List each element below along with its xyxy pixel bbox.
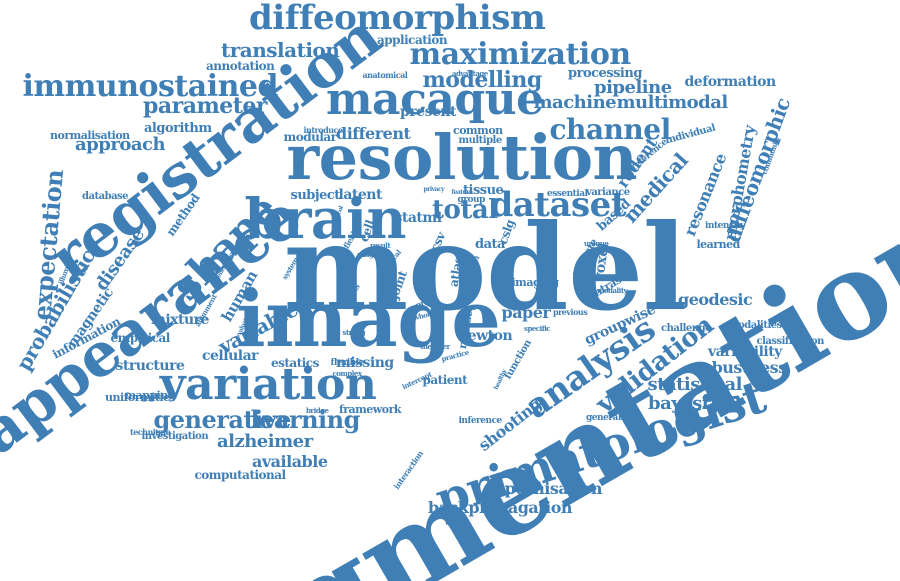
- word-different: different: [336, 124, 411, 143]
- word-inference: inference: [458, 415, 503, 426]
- word-mapping: mapping: [124, 388, 176, 402]
- word-structure: structure: [115, 358, 185, 374]
- word-essential: essential: [547, 188, 588, 199]
- word-channel: channel: [549, 113, 672, 146]
- word-maximization: maximization: [409, 37, 632, 72]
- word-macaque: macaque: [326, 74, 544, 125]
- word-variance: variance: [586, 187, 630, 198]
- word-image: image: [236, 274, 501, 365]
- word-model: model: [283, 198, 688, 337]
- word-algorithm: algorithm: [144, 120, 212, 136]
- word-patient: patient: [422, 373, 468, 387]
- word-database: database: [82, 191, 129, 202]
- word-bridge: bridge: [306, 405, 329, 415]
- word-classification: classification: [756, 336, 825, 347]
- word-result: result: [370, 240, 391, 250]
- word-complex: complex: [332, 368, 363, 378]
- word-flexible: flexible: [330, 357, 365, 368]
- word-paper: paper: [501, 303, 551, 322]
- word-framework: framework: [339, 402, 402, 416]
- word-challenge: challenge: [661, 323, 711, 334]
- word-common: common: [453, 123, 503, 137]
- word-learned: learned: [696, 237, 741, 251]
- word-machine: machine: [533, 92, 617, 113]
- word-normalisation: normalisation: [50, 128, 130, 142]
- word-immunostained: immunostained: [22, 69, 279, 104]
- word-bayesian: bayesian: [648, 393, 732, 414]
- word-brain: brain: [244, 185, 407, 251]
- word-modalities: modalities: [728, 320, 782, 331]
- word-geodesic: geodesic: [678, 290, 753, 309]
- word-missing: missing: [336, 355, 394, 371]
- word-backpropagation: backpropagation: [428, 498, 573, 517]
- word-processing: processing: [568, 65, 642, 81]
- word-generative: generative: [153, 405, 292, 434]
- word-region: region: [453, 302, 476, 312]
- word-strong: strong: [342, 327, 366, 337]
- word-introduce: introduce: [303, 125, 343, 135]
- word-computational: computational: [194, 468, 287, 482]
- word-latent: latent: [338, 187, 383, 203]
- word-alzheimer: alzheimer: [217, 431, 313, 452]
- word-application: application: [377, 33, 448, 47]
- word-variation: variation: [160, 359, 377, 410]
- word-resolution: resolution: [286, 121, 638, 194]
- word-modular: modular: [283, 130, 337, 144]
- word-deformation: deformation: [684, 74, 777, 90]
- word-privacy: privacy: [423, 186, 445, 193]
- word-advantage: advantage: [452, 68, 488, 78]
- word-translation: translation: [221, 38, 340, 62]
- word-empirical: empirical: [110, 331, 171, 345]
- word-group: group: [457, 194, 486, 205]
- word-function: function: [502, 338, 534, 382]
- word-modality: modality: [597, 285, 628, 295]
- word-individual: individual: [663, 122, 716, 147]
- word-uniformities: uniformities: [105, 390, 176, 404]
- word-specific: specific: [524, 323, 551, 333]
- word-previous: previous: [553, 307, 588, 317]
- word-available: available: [252, 452, 328, 471]
- word-member: member: [420, 341, 451, 351]
- word-imaging: imaging: [511, 275, 560, 289]
- word-modelling: modelling: [422, 67, 543, 93]
- word-anatomical: anatomical: [362, 70, 408, 80]
- word-intensity: intensity: [705, 220, 745, 231]
- word-diffeomorphism: diffeomorphism: [249, 0, 546, 38]
- word-feature: feature: [451, 189, 473, 196]
- word-robustness: robustness: [693, 358, 788, 377]
- word-data: data: [475, 236, 505, 252]
- word-learning: learning: [250, 405, 361, 434]
- word-mixture: mixture: [151, 312, 209, 328]
- word-estatics: estatics: [271, 356, 319, 370]
- word-technique: technique: [130, 427, 171, 437]
- word-dataset: dataset: [489, 185, 627, 225]
- word-generalise: generalise: [586, 412, 634, 423]
- word-tissue: tissue: [463, 182, 504, 198]
- word-newton: newton: [458, 328, 513, 344]
- word-present: present: [400, 104, 457, 120]
- word-healthy: healthy: [492, 368, 508, 391]
- word-unique: unique: [584, 238, 609, 248]
- word-investigation: investigation: [141, 431, 209, 442]
- word-approach: approach: [75, 134, 166, 155]
- word-total: total: [432, 195, 498, 225]
- word-pipeline: pipeline: [594, 77, 672, 98]
- word-multiple: multiple: [458, 135, 503, 146]
- word-range: range: [357, 249, 378, 259]
- word-statistical: statistical: [647, 374, 743, 395]
- word-multimodal: multimodal: [616, 92, 729, 113]
- word-parameter: parameter: [143, 93, 268, 119]
- word-optimisation: optimisation: [494, 479, 603, 498]
- word-subject: subject: [290, 187, 341, 203]
- word-statml: statml: [394, 210, 443, 226]
- word-variability: variability: [708, 344, 782, 360]
- word-cellular: cellular: [202, 348, 259, 364]
- word-annotation: annotation: [206, 59, 275, 73]
